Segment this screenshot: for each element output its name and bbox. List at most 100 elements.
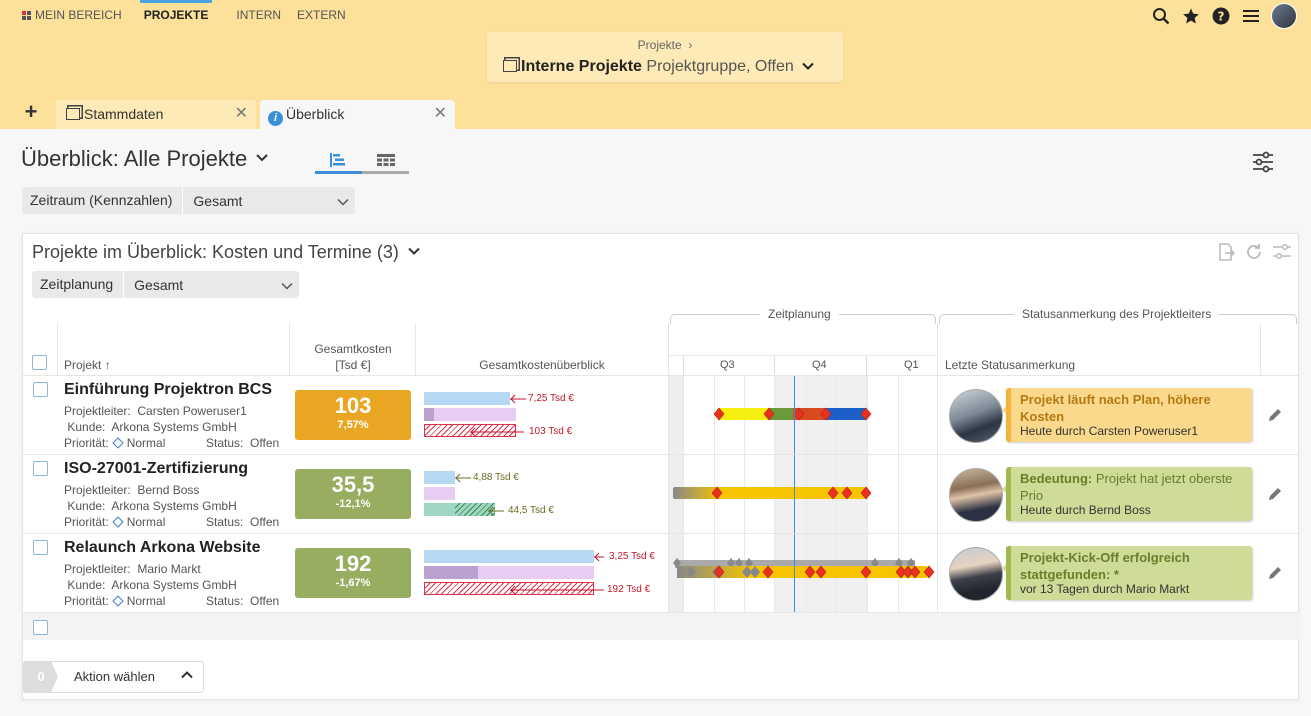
project-name[interactable]: Einführung Projektron BCS (64, 381, 272, 398)
chevron-down-icon (256, 154, 268, 162)
status-note-text: Projekt läuft nach Plan, höhere Kosten (1020, 392, 1211, 424)
dashboard-icon (22, 11, 31, 20)
priority-normal-icon (112, 595, 124, 607)
card-title[interactable]: Projekte im Überblick: Kosten und Termin… (32, 242, 420, 263)
settings-sliders-icon[interactable] (1251, 150, 1275, 174)
status-note-text: Projekt-Kick-Off erfolgreich stattgefund… (1020, 550, 1190, 582)
arrow-left-icon (470, 427, 524, 437)
arrow-left-icon (594, 552, 604, 562)
avatar (949, 547, 1003, 601)
breadcrumb-separator: › (688, 38, 693, 52)
filter-value: Gesamt (134, 276, 184, 293)
customer: Arkona Systems GmbH (111, 499, 237, 513)
row-checkbox[interactable] (33, 461, 48, 476)
close-tab-icon[interactable]: ✕ (433, 105, 447, 122)
tab-stammdaten[interactable]: Stammdaten ✕ (56, 100, 256, 129)
top-bar: MEIN BEREICH PROJEKTE INTERN EXTERN ? Pr… (0, 0, 1311, 97)
card-toolbar (1216, 242, 1292, 262)
project-group-selector[interactable]: Interne Projekte Projektgruppe, Offen (503, 58, 814, 76)
table-icon (376, 153, 395, 166)
status-note[interactable]: Bedeutung: Projekt hat jetzt oberste Pri… (1002, 467, 1252, 521)
status-note-text: Bedeutung: Projekt hat jetzt oberste Pri… (1020, 471, 1233, 503)
add-tab-button[interactable]: + (24, 99, 38, 124)
project-meta: Projektleiter: Mario Markt Kunde: Arkona… (64, 562, 280, 608)
action-label: Aktion wählen (74, 669, 155, 684)
priority-normal-icon (112, 516, 124, 528)
info-icon: i (268, 111, 283, 126)
main-navigation: MEIN BEREICH PROJEKTE INTERN EXTERN (0, 0, 354, 30)
export-icon[interactable] (1216, 242, 1236, 262)
table-view-tab[interactable] (362, 148, 409, 174)
master-data-icon (66, 108, 80, 120)
zeitraum-filter[interactable]: Zeitraum (Kennzahlen) Gesamt (22, 187, 355, 214)
pencil-icon[interactable] (1267, 486, 1283, 502)
footer-checkbox[interactable] (33, 620, 48, 635)
user-avatar[interactable] (1271, 3, 1297, 29)
status-note[interactable]: Projekt-Kick-Off erfolgreich stattgefund… (1002, 546, 1252, 600)
row-checkbox[interactable] (33, 540, 48, 555)
svg-text:?: ? (1218, 10, 1225, 24)
project-leader: Mario Markt (137, 562, 201, 576)
project-name[interactable]: ISO-27001-Zertifizierung (64, 460, 249, 477)
column-header-projekt[interactable]: Projekt ↑ (64, 358, 111, 372)
nav-intern[interactable]: INTERN (236, 8, 282, 22)
breadcrumb-subtitle: Projektgruppe, Offen (646, 58, 794, 75)
arrow-left-icon (455, 473, 471, 483)
chevron-down-icon (331, 193, 355, 209)
column-header-gesamtkosten[interactable]: Gesamtkosten [Tsd €] (314, 342, 392, 372)
cost-bar-total (424, 424, 516, 437)
tab-ueberblick[interactable]: i Überblick ✕ (260, 100, 455, 129)
quarter-q1: Q1 (904, 359, 919, 371)
cost-bar-actual (424, 408, 516, 421)
column-group-zeitplanung: Zeitplanung (760, 307, 839, 321)
arrow-left-icon (510, 585, 604, 595)
project-name[interactable]: Relaunch Arkona Website (64, 539, 261, 556)
gantt-icon (329, 152, 345, 167)
menu-icon[interactable] (1241, 6, 1261, 26)
status-note[interactable]: Projekt läuft nach Plan, höhere Kosten H… (1002, 388, 1252, 442)
cost-bar-plan (424, 392, 510, 405)
cost-plan-label: 7,25 Tsd € (528, 393, 574, 404)
select-all-checkbox[interactable] (32, 355, 47, 370)
row-checkbox[interactable] (33, 382, 48, 397)
project-group-icon (503, 60, 517, 72)
search-icon[interactable] (1151, 6, 1171, 26)
chevron-up-icon (181, 671, 193, 679)
gantt-view-tab[interactable] (315, 148, 362, 174)
settings-sliders-icon[interactable] (1272, 242, 1292, 262)
action-selector[interactable]: 0 Aktion wählen (23, 661, 204, 693)
cost-total-label: 103 Tsd € (529, 426, 573, 437)
close-tab-icon[interactable]: ✕ (234, 105, 248, 122)
pencil-icon[interactable] (1267, 407, 1283, 423)
page-title[interactable]: Überblick: Alle Projekte (21, 146, 269, 172)
nav-projekte[interactable]: PROJEKTE (136, 0, 217, 30)
project-leader: Carsten Poweruser1 (137, 404, 247, 418)
breadcrumb-title: Interne Projekte (521, 58, 642, 75)
cost-total-label: 44,5 Tsd € (508, 505, 554, 516)
filter-label: Zeitplanung (32, 271, 125, 298)
cost-kpi[interactable]: 35,5 -12,1% (295, 469, 411, 519)
cost-kpi[interactable]: 192 -1,67% (295, 548, 411, 598)
star-icon[interactable] (1181, 6, 1201, 26)
cost-kpi[interactable]: 103 7,57% (295, 390, 411, 440)
arrow-left-icon (510, 394, 526, 404)
table-footer (23, 613, 1299, 640)
cost-bar-plan (424, 550, 594, 563)
quarter-q3: Q3 (720, 359, 735, 371)
status-note-author: Heute durch Carsten Poweruser1 (1020, 424, 1199, 438)
refresh-icon[interactable] (1244, 242, 1264, 262)
avatar (949, 389, 1003, 443)
pencil-icon[interactable] (1267, 565, 1283, 581)
help-icon[interactable]: ? (1211, 6, 1231, 26)
cost-bar-total (424, 582, 594, 595)
chevron-down-icon (802, 62, 814, 70)
cost-bar-actual (424, 566, 594, 579)
cost-plan-label: 4,88 Tsd € (473, 472, 519, 483)
breadcrumb-parent[interactable]: Projekte (637, 38, 682, 52)
zeitplanung-filter[interactable]: Zeitplanung Gesamt (32, 271, 299, 298)
tab-bar: + Stammdaten ✕ i Überblick ✕ (0, 97, 1311, 129)
status-note-author: Heute durch Bernd Boss (1020, 503, 1151, 517)
nav-mein-bereich[interactable]: MEIN BEREICH (14, 0, 130, 30)
status-note-author: vor 13 Tagen durch Mario Markt (1020, 582, 1190, 596)
nav-extern[interactable]: EXTERN (297, 8, 346, 22)
